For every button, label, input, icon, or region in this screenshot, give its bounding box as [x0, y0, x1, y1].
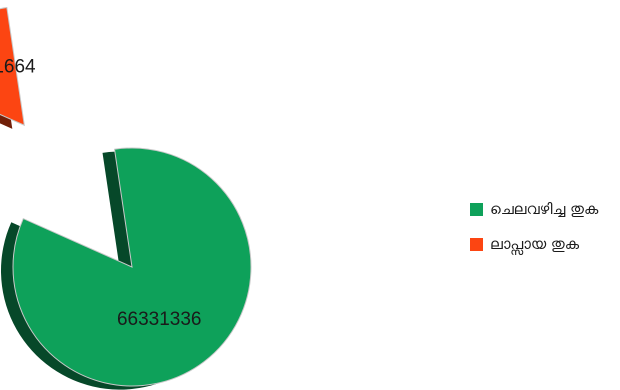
pie-slices: [0, 6, 252, 390]
pie-slice-spent: [12, 147, 252, 387]
legend-item-spent: ചെലവഴിച്ച തുക: [470, 199, 598, 219]
pie-slice-lapsed: [0, 6, 25, 127]
slice-value-label-spent: 66331336: [117, 309, 202, 330]
legend-item-lapsed: ലാപ്സായ തുക: [470, 234, 598, 254]
legend-label-spent: ചെലവഴിച്ച തുക: [490, 200, 599, 218]
legend-label-lapsed: ലാപ്സായ തുക: [490, 235, 580, 253]
slice-value-label-lapsed: 12621664: [0, 57, 36, 78]
legend-swatch-lapsed: [470, 237, 483, 251]
legend: ചെലവഴിച്ച തുക ലാപ്സായ തുക: [470, 199, 598, 269]
slice-labels: 66331336 12621664: [0, 57, 201, 330]
legend-swatch-spent: [470, 202, 483, 216]
